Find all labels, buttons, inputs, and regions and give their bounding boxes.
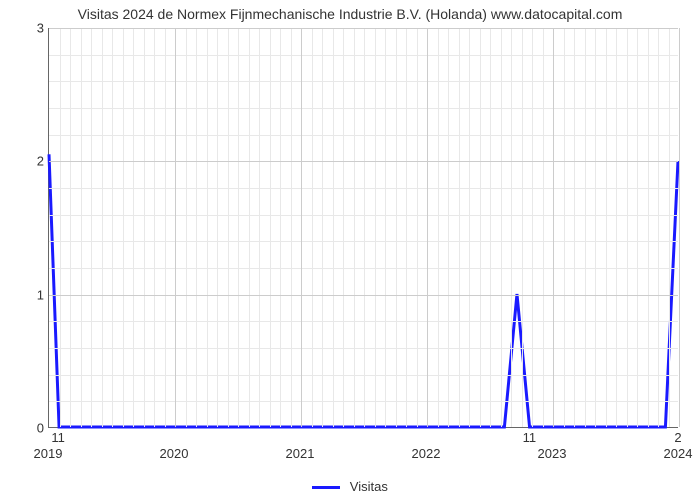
gridline-minor-v: [627, 28, 628, 427]
gridline-minor-v: [385, 28, 386, 427]
y-tick-label: 3: [4, 21, 44, 36]
gridline-minor-v: [312, 28, 313, 427]
gridline-minor-h: [49, 375, 678, 376]
gridline-minor-v: [70, 28, 71, 427]
gridline-minor-v: [280, 28, 281, 427]
gridline-minor-h: [49, 81, 678, 82]
y-tick-label: 2: [4, 154, 44, 169]
gridline-minor-v: [438, 28, 439, 427]
gridline-h: [49, 28, 678, 29]
gridline-minor-v: [480, 28, 481, 427]
x-tick-label: 2019: [34, 446, 63, 461]
gridline-minor-v: [511, 28, 512, 427]
gridline-minor-v: [417, 28, 418, 427]
y-tick-label: 0: [4, 421, 44, 436]
gridline-minor-v: [648, 28, 649, 427]
gridline-minor-h: [49, 268, 678, 269]
gridline-minor-v: [154, 28, 155, 427]
gridline-minor-v: [574, 28, 575, 427]
gridline-minor-v: [249, 28, 250, 427]
gridline-minor-v: [490, 28, 491, 427]
gridline-minor-v: [112, 28, 113, 427]
legend-swatch: [312, 486, 340, 489]
gridline-minor-v: [364, 28, 365, 427]
gridline-v: [679, 28, 680, 427]
x-tick-label: 2024: [664, 446, 693, 461]
gridline-minor-v: [585, 28, 586, 427]
gridline-minor-v: [343, 28, 344, 427]
gridline-minor-v: [406, 28, 407, 427]
gridline-minor-v: [616, 28, 617, 427]
gridline-minor-v: [207, 28, 208, 427]
data-point-label: 11: [51, 430, 65, 445]
gridline-minor-h: [49, 135, 678, 136]
gridline-minor-h: [49, 188, 678, 189]
gridline-minor-h: [49, 55, 678, 56]
gridline-minor-v: [217, 28, 218, 427]
gridline-minor-v: [637, 28, 638, 427]
gridline-minor-v: [469, 28, 470, 427]
gridline-minor-v: [669, 28, 670, 427]
x-tick-label: 2020: [160, 446, 189, 461]
gridline-v: [301, 28, 302, 427]
gridline-h: [49, 295, 678, 296]
chart-title: Visitas 2024 de Normex Fijnmechanische I…: [0, 6, 700, 22]
gridline-minor-v: [532, 28, 533, 427]
data-point-label: 11: [523, 430, 537, 445]
plot-area: [48, 28, 678, 428]
gridline-minor-h: [49, 348, 678, 349]
gridline-minor-v: [259, 28, 260, 427]
gridline-v: [175, 28, 176, 427]
gridline-minor-v: [60, 28, 61, 427]
legend: Visitas: [0, 479, 700, 494]
gridline-minor-h: [49, 401, 678, 402]
gridline-minor-v: [133, 28, 134, 427]
gridline-minor-v: [81, 28, 82, 427]
y-tick-label: 1: [4, 287, 44, 302]
gridline-v: [427, 28, 428, 427]
gridline-minor-v: [564, 28, 565, 427]
x-tick-label: 2021: [286, 446, 315, 461]
gridline-minor-v: [595, 28, 596, 427]
gridline-minor-v: [291, 28, 292, 427]
gridline-minor-v: [228, 28, 229, 427]
gridline-minor-v: [448, 28, 449, 427]
gridline-minor-v: [333, 28, 334, 427]
gridline-minor-v: [238, 28, 239, 427]
legend-label: Visitas: [350, 479, 388, 494]
gridline-minor-v: [322, 28, 323, 427]
gridline-minor-v: [270, 28, 271, 427]
gridline-minor-h: [49, 321, 678, 322]
gridline-minor-v: [658, 28, 659, 427]
gridline-v: [553, 28, 554, 427]
x-tick-label: 2023: [538, 446, 567, 461]
gridline-minor-v: [165, 28, 166, 427]
gridline-minor-v: [396, 28, 397, 427]
gridline-minor-h: [49, 108, 678, 109]
data-point-label: 2: [674, 430, 681, 445]
gridline-minor-v: [501, 28, 502, 427]
gridline-minor-v: [91, 28, 92, 427]
chart-container: Visitas 2024 de Normex Fijnmechanische I…: [0, 0, 700, 500]
gridline-minor-v: [123, 28, 124, 427]
gridline-minor-v: [102, 28, 103, 427]
gridline-minor-v: [606, 28, 607, 427]
gridline-minor-h: [49, 241, 678, 242]
gridline-minor-v: [354, 28, 355, 427]
gridline-minor-v: [375, 28, 376, 427]
gridline-minor-v: [144, 28, 145, 427]
gridline-minor-v: [543, 28, 544, 427]
gridline-minor-v: [459, 28, 460, 427]
gridline-h: [49, 161, 678, 162]
gridline-minor-v: [522, 28, 523, 427]
x-tick-label: 2022: [412, 446, 441, 461]
gridline-minor-v: [196, 28, 197, 427]
gridline-minor-v: [186, 28, 187, 427]
gridline-minor-h: [49, 215, 678, 216]
